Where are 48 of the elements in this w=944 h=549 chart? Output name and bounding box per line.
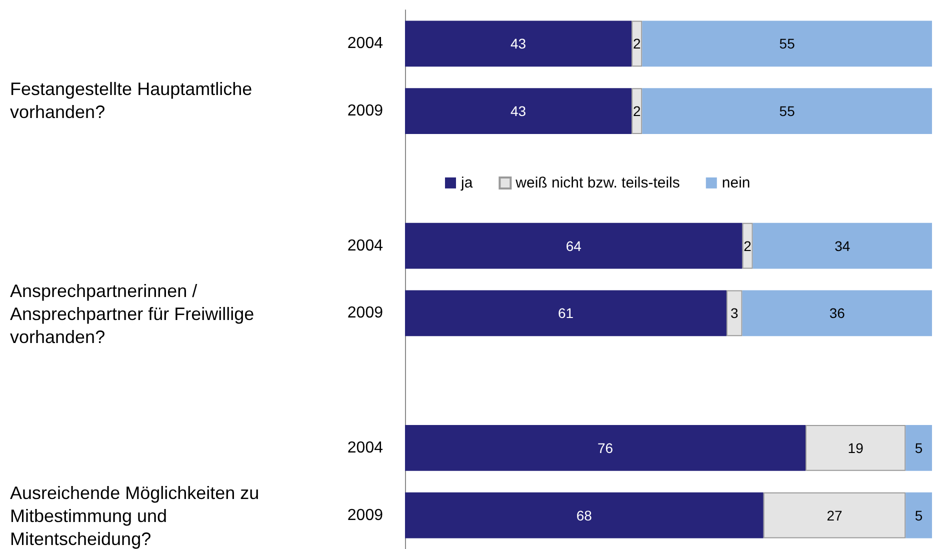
data-label: 55: [779, 103, 796, 120]
bar: [642, 20, 932, 67]
data-label: 19: [848, 440, 864, 456]
data-label: 3: [730, 305, 738, 322]
bar: [742, 290, 932, 336]
bar: [752, 222, 932, 269]
data-label: 2: [632, 103, 641, 120]
data-label: 5: [914, 440, 923, 456]
bar: [632, 88, 642, 134]
legend-label: ja: [460, 174, 474, 192]
bar: [405, 492, 764, 538]
bar: [906, 492, 932, 538]
text: Ausreichende Möglichkeiten zu Mitbestimmung und Mitentscheidung?: [10, 483, 264, 549]
y-tick-label: 2009: [347, 506, 384, 524]
bar: [632, 20, 642, 67]
data-label: 61: [558, 305, 574, 322]
bar: [405, 290, 726, 336]
bar: [405, 88, 632, 134]
text: Ansprechpartnerinnen / Ansprechpartner für Freiwillige vorhanden?: [10, 281, 260, 347]
data-label: 55: [779, 36, 796, 52]
legend-label: weiß nicht bzw. teils-teils: [514, 174, 680, 192]
bar: [726, 290, 742, 336]
y-tick-label: 2004: [347, 237, 384, 254]
data-label: 36: [829, 305, 846, 322]
data-label: 2: [632, 36, 641, 52]
y-tick-label: 2009: [347, 102, 384, 120]
y-tick-label: 2009: [347, 304, 384, 322]
bar: [642, 88, 932, 134]
bar: [405, 425, 806, 471]
bar: [906, 425, 932, 471]
data-label: 76: [597, 440, 614, 456]
text: Festangestellte Hauptamtliche vorhanden?: [10, 78, 258, 122]
data-label: 34: [834, 238, 850, 254]
y-tick-label: 2004: [347, 439, 384, 456]
data-label: 2: [744, 238, 752, 254]
data-label: 43: [510, 103, 526, 120]
legend-label: nein: [722, 174, 750, 192]
data-label: 43: [510, 36, 526, 52]
bar: [405, 222, 742, 269]
data-label: 64: [566, 238, 582, 254]
data-label: 27: [826, 507, 842, 524]
bar: [763, 492, 906, 538]
bar: [405, 20, 632, 67]
y-tick-label: 2004: [347, 35, 384, 52]
data-label: 68: [576, 507, 592, 524]
bar: [742, 222, 753, 269]
bar: [806, 425, 906, 471]
data-label: 5: [914, 507, 923, 524]
